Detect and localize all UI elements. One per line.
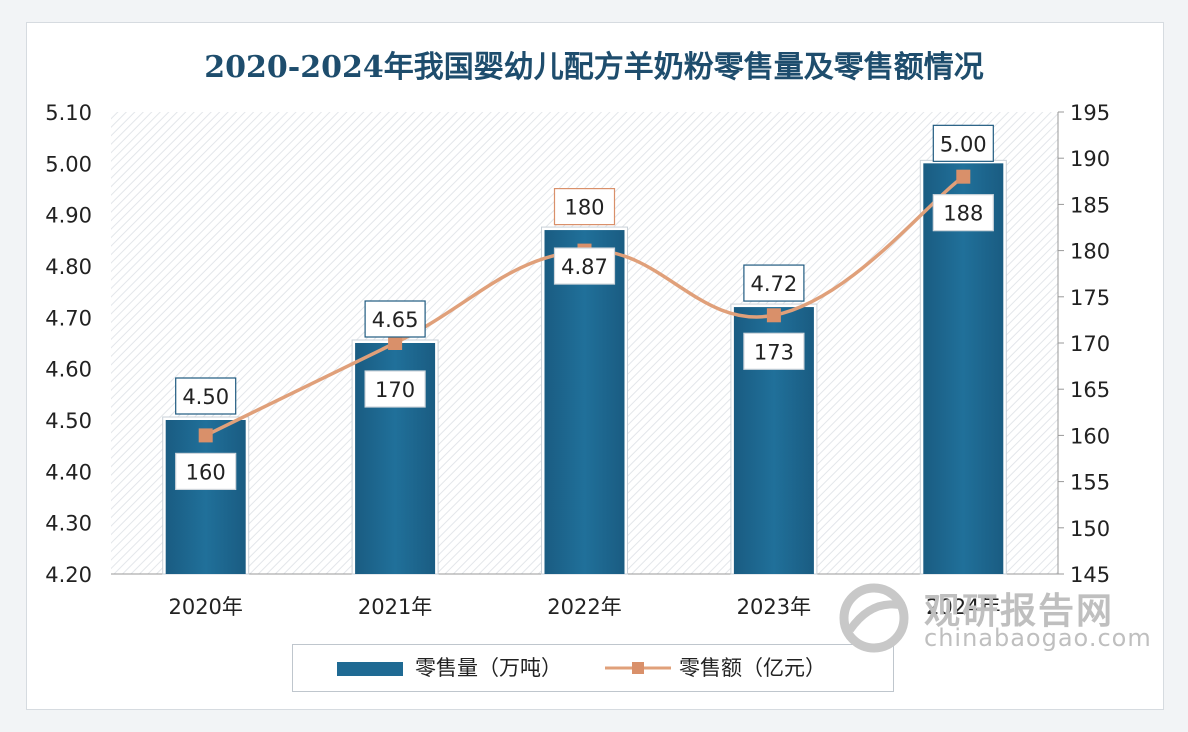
line-value-label: 173 <box>754 340 794 364</box>
right-tick-label: 190 <box>1070 147 1110 171</box>
legend-line-label: 零售额（亿元） <box>679 656 826 680</box>
watermark-cn: 观研报告网 <box>924 591 1115 632</box>
watermark-logo-icon <box>839 583 909 653</box>
left-tick-label: 5.10 <box>45 101 92 125</box>
left-axis: 4.20 4.30 4.40 4.50 4.60 4.70 4.80 4.90 5.00 5.10 <box>45 101 92 587</box>
x-tick-label: 2024年 <box>926 595 1000 619</box>
chart-title: 2020-2024年我国婴幼儿配方羊奶粉零售量及零售额情况 <box>204 50 984 85</box>
right-tick-label: 170 <box>1070 332 1110 356</box>
left-tick-label: 4.80 <box>45 255 92 279</box>
bar <box>544 230 625 575</box>
left-tick-label: 5.00 <box>45 152 92 176</box>
bar-value-label: 4.72 <box>751 272 798 296</box>
bar-value-label-box <box>553 247 616 285</box>
x-tick-label: 2023年 <box>737 595 811 619</box>
legend-bar-swatch <box>337 662 403 676</box>
right-tick-label: 165 <box>1070 378 1110 402</box>
bar <box>923 163 1004 575</box>
right-tick-label: 175 <box>1070 286 1110 310</box>
right-tick-label: 150 <box>1070 517 1110 541</box>
data-labels: 4.50 4.65 4.87 4.72 5.00 160 170 180 173 188 <box>175 124 994 490</box>
bar <box>165 420 246 574</box>
bar-value-label-box <box>743 264 805 302</box>
x-tick-label: 2022年 <box>547 595 621 619</box>
legend-line-swatch <box>605 662 671 674</box>
right-axis: 145 150 155 160 165 170 175 180 185 190 195 <box>1058 101 1110 587</box>
line-value-label: 160 <box>186 460 226 484</box>
watermark: 观研报告网 chinabaogao.com <box>832 578 1152 658</box>
left-tick-label: 4.90 <box>45 204 92 228</box>
bar-value-label-box <box>175 377 237 415</box>
line-value-label-box <box>175 452 237 490</box>
watermark-en: chinabaogao.com <box>924 624 1152 652</box>
right-tick-label: 145 <box>1070 563 1110 587</box>
line-value-label: 180 <box>564 196 604 220</box>
line-marker <box>766 308 781 323</box>
left-tick-label: 4.50 <box>45 409 92 433</box>
bar-value-label: 4.50 <box>182 385 229 409</box>
line-value-label-box <box>553 188 616 226</box>
right-tick-label: 180 <box>1070 240 1110 264</box>
line-value-label-box <box>932 194 994 232</box>
line-marker <box>956 169 971 184</box>
line-value-label: 170 <box>375 378 415 402</box>
x-tick-label: 2020年 <box>168 595 242 619</box>
bar-value-label: 4.65 <box>372 308 419 332</box>
left-tick-label: 4.20 <box>45 563 92 587</box>
line-value-label: 188 <box>943 202 983 226</box>
x-axis: 2020年 2021年 2022年 2023年 2024年 <box>168 595 1000 619</box>
left-tick-label: 4.70 <box>45 306 92 330</box>
bar-value-label: 5.00 <box>940 132 987 156</box>
left-tick-label: 4.60 <box>45 358 92 382</box>
right-tick-label: 185 <box>1070 193 1110 217</box>
bar-value-label-box <box>932 124 994 162</box>
left-tick-label: 4.40 <box>45 460 92 484</box>
left-tick-label: 4.30 <box>45 512 92 536</box>
line-marker <box>388 336 403 350</box>
right-tick-label: 195 <box>1070 101 1110 125</box>
right-tick-label: 160 <box>1070 424 1110 448</box>
right-tick-label: 155 <box>1070 471 1110 495</box>
x-tick-label: 2021年 <box>358 595 432 619</box>
line-marker <box>198 428 213 443</box>
legend-bar-label: 零售量（万吨） <box>415 656 562 680</box>
line-value-label-box <box>364 370 426 408</box>
bar-value-label: 4.87 <box>561 255 608 279</box>
bar-value-label-box <box>364 300 426 338</box>
line-value-label-box <box>743 332 805 370</box>
legend: 零售量（万吨） 零售额（亿元） <box>292 644 894 692</box>
